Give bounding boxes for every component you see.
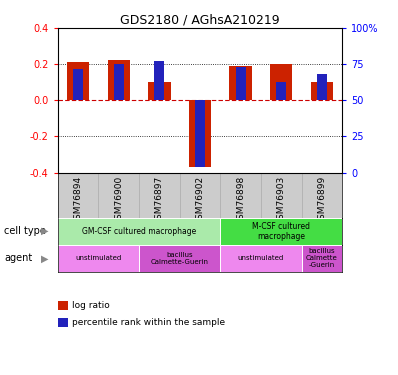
Text: agent: agent — [4, 254, 32, 263]
Bar — [113, 64, 124, 100]
Text: ▶: ▶ — [41, 254, 48, 263]
Text: GSM76900: GSM76900 — [114, 176, 123, 225]
Bar — [107, 60, 130, 100]
Text: log ratio: log ratio — [72, 301, 109, 310]
Bar — [270, 64, 293, 100]
Text: GSM76899: GSM76899 — [318, 176, 326, 225]
Bar — [236, 67, 246, 100]
Bar — [58, 218, 220, 245]
Bar — [58, 245, 139, 272]
Bar — [302, 245, 342, 272]
Text: GM-CSF cultured macrophage: GM-CSF cultured macrophage — [82, 227, 196, 236]
Bar — [220, 218, 342, 245]
Bar — [139, 245, 220, 272]
Bar — [220, 245, 302, 272]
Text: ▶: ▶ — [41, 226, 48, 236]
Bar — [154, 62, 164, 100]
Text: GSM76903: GSM76903 — [277, 176, 286, 225]
Text: M-CSF cultured
macrophage: M-CSF cultured macrophage — [252, 222, 310, 241]
Bar — [67, 62, 89, 100]
Text: bacillus
Calmette
-Guerin: bacillus Calmette -Guerin — [306, 248, 338, 268]
Bar — [230, 66, 252, 100]
Text: GSM76894: GSM76894 — [74, 176, 82, 225]
Bar — [189, 100, 211, 167]
Bar — [276, 82, 287, 100]
Text: GSM76897: GSM76897 — [155, 176, 164, 225]
Bar — [148, 82, 170, 100]
Title: GDS2180 / AGhsA210219: GDS2180 / AGhsA210219 — [120, 14, 280, 27]
Text: percentile rank within the sample: percentile rank within the sample — [72, 318, 225, 327]
Text: unstimulated: unstimulated — [75, 255, 121, 261]
Bar — [317, 74, 327, 100]
Bar — [311, 82, 333, 100]
Text: GSM76898: GSM76898 — [236, 176, 245, 225]
Text: cell type: cell type — [4, 226, 46, 236]
Text: bacillus
Calmette-Guerin: bacillus Calmette-Guerin — [151, 252, 209, 265]
Text: GSM76902: GSM76902 — [195, 176, 205, 225]
Text: unstimulated: unstimulated — [238, 255, 284, 261]
Bar — [195, 100, 205, 167]
Bar — [73, 69, 83, 100]
